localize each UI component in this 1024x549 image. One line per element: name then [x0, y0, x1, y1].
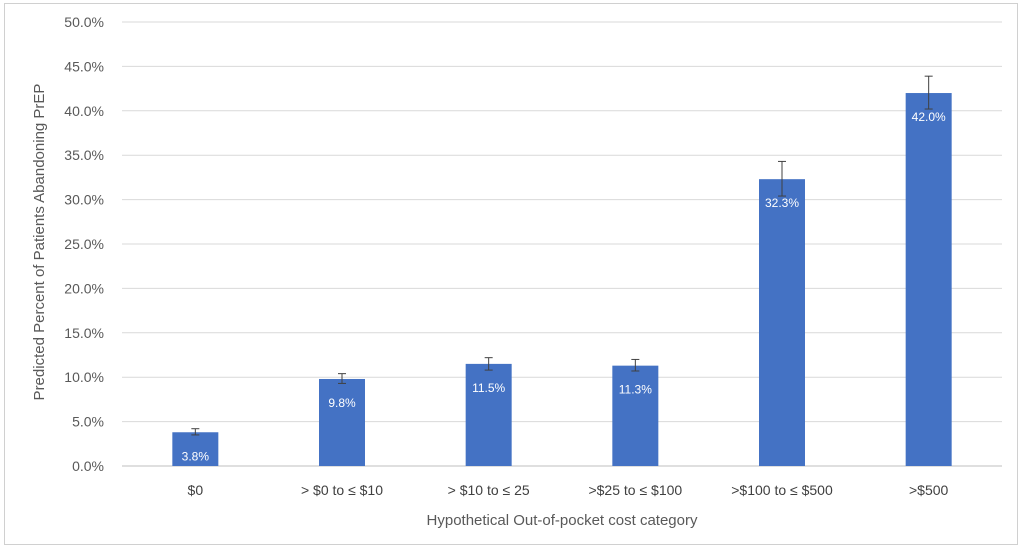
- y-axis-tick-labels: 0.0% 5.0% 10.0% 15.0% 20.0% 25.0% 30.0% 35.0% 40…: [64, 14, 104, 474]
- y-tick-label: 40.0%: [64, 103, 104, 119]
- bar: [612, 365, 659, 466]
- data-label: 3.8%: [182, 449, 210, 463]
- data-label: 42.0%: [912, 110, 946, 124]
- bar: [465, 363, 512, 466]
- data-label: 11.3%: [619, 383, 652, 397]
- x-category-label: $0: [188, 482, 204, 498]
- bar: [319, 378, 365, 466]
- y-axis-title: Predicted Percent of Patients Abandoning…: [31, 84, 48, 401]
- gridlines: [122, 21, 1002, 467]
- y-tick-label: 50.0%: [64, 14, 104, 30]
- bar: [905, 93, 952, 466]
- y-tick-label: 5.0%: [72, 414, 104, 430]
- y-tick-label: 45.0%: [64, 58, 104, 74]
- data-labels: 3.8% 9.8% 11.5% 11.3% 32.3% 42.0%: [182, 110, 946, 463]
- bar: [172, 432, 219, 466]
- x-category-label: >$500: [909, 482, 949, 498]
- x-category-label: >$25 to ≤ $100: [588, 482, 682, 498]
- x-axis-category-labels: $0 > $0 to ≤ $10 > $10 to ≤ 25 >$25 to ≤ $1…: [188, 482, 949, 498]
- x-axis-title: Hypothetical Out-of-pocket cost category: [427, 512, 698, 529]
- y-tick-label: 20.0%: [64, 280, 104, 296]
- data-label: 9.8%: [328, 396, 356, 410]
- y-tick-label: 25.0%: [64, 236, 104, 252]
- error-bars: [191, 75, 933, 436]
- bars: [172, 93, 952, 466]
- y-tick-label: 10.0%: [64, 369, 104, 385]
- data-label: 11.5%: [472, 381, 505, 395]
- y-tick-label: 15.0%: [64, 325, 104, 341]
- x-category-label: >$100 to ≤ $500: [731, 482, 833, 498]
- data-label: 32.3%: [765, 196, 799, 210]
- y-tick-label: 0.0%: [72, 458, 104, 474]
- x-category-label: > $0 to ≤ $10: [301, 482, 383, 498]
- bar: [759, 179, 805, 466]
- y-tick-label: 35.0%: [64, 147, 104, 163]
- x-category-label: > $10 to ≤ 25: [448, 482, 530, 498]
- y-tick-label: 30.0%: [64, 192, 104, 208]
